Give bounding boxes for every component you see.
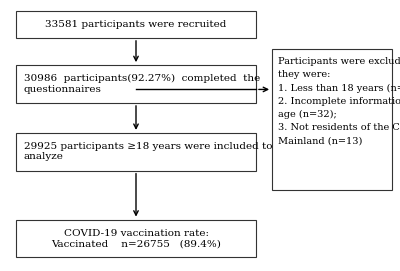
Text: Participants were excluded if
they were:
1. Less than 18 years (n=1016);
2. Inco: Participants were excluded if they were:… bbox=[278, 57, 400, 146]
FancyBboxPatch shape bbox=[16, 133, 256, 171]
Text: COVID-19 vaccination rate:
Vaccinated    n=26755   (89.4%): COVID-19 vaccination rate: Vaccinated n=… bbox=[51, 229, 221, 248]
Text: 29925 participants ≥18 years were included to
analyze: 29925 participants ≥18 years were includ… bbox=[24, 142, 272, 162]
FancyBboxPatch shape bbox=[16, 11, 256, 38]
Text: 30986  participants(92.27%)  completed  the
questionnaires: 30986 participants(92.27%) completed the… bbox=[24, 74, 260, 94]
FancyBboxPatch shape bbox=[16, 65, 256, 103]
Text: 33581 participants were recruited: 33581 participants were recruited bbox=[45, 20, 227, 29]
FancyBboxPatch shape bbox=[272, 49, 392, 190]
FancyBboxPatch shape bbox=[16, 220, 256, 257]
